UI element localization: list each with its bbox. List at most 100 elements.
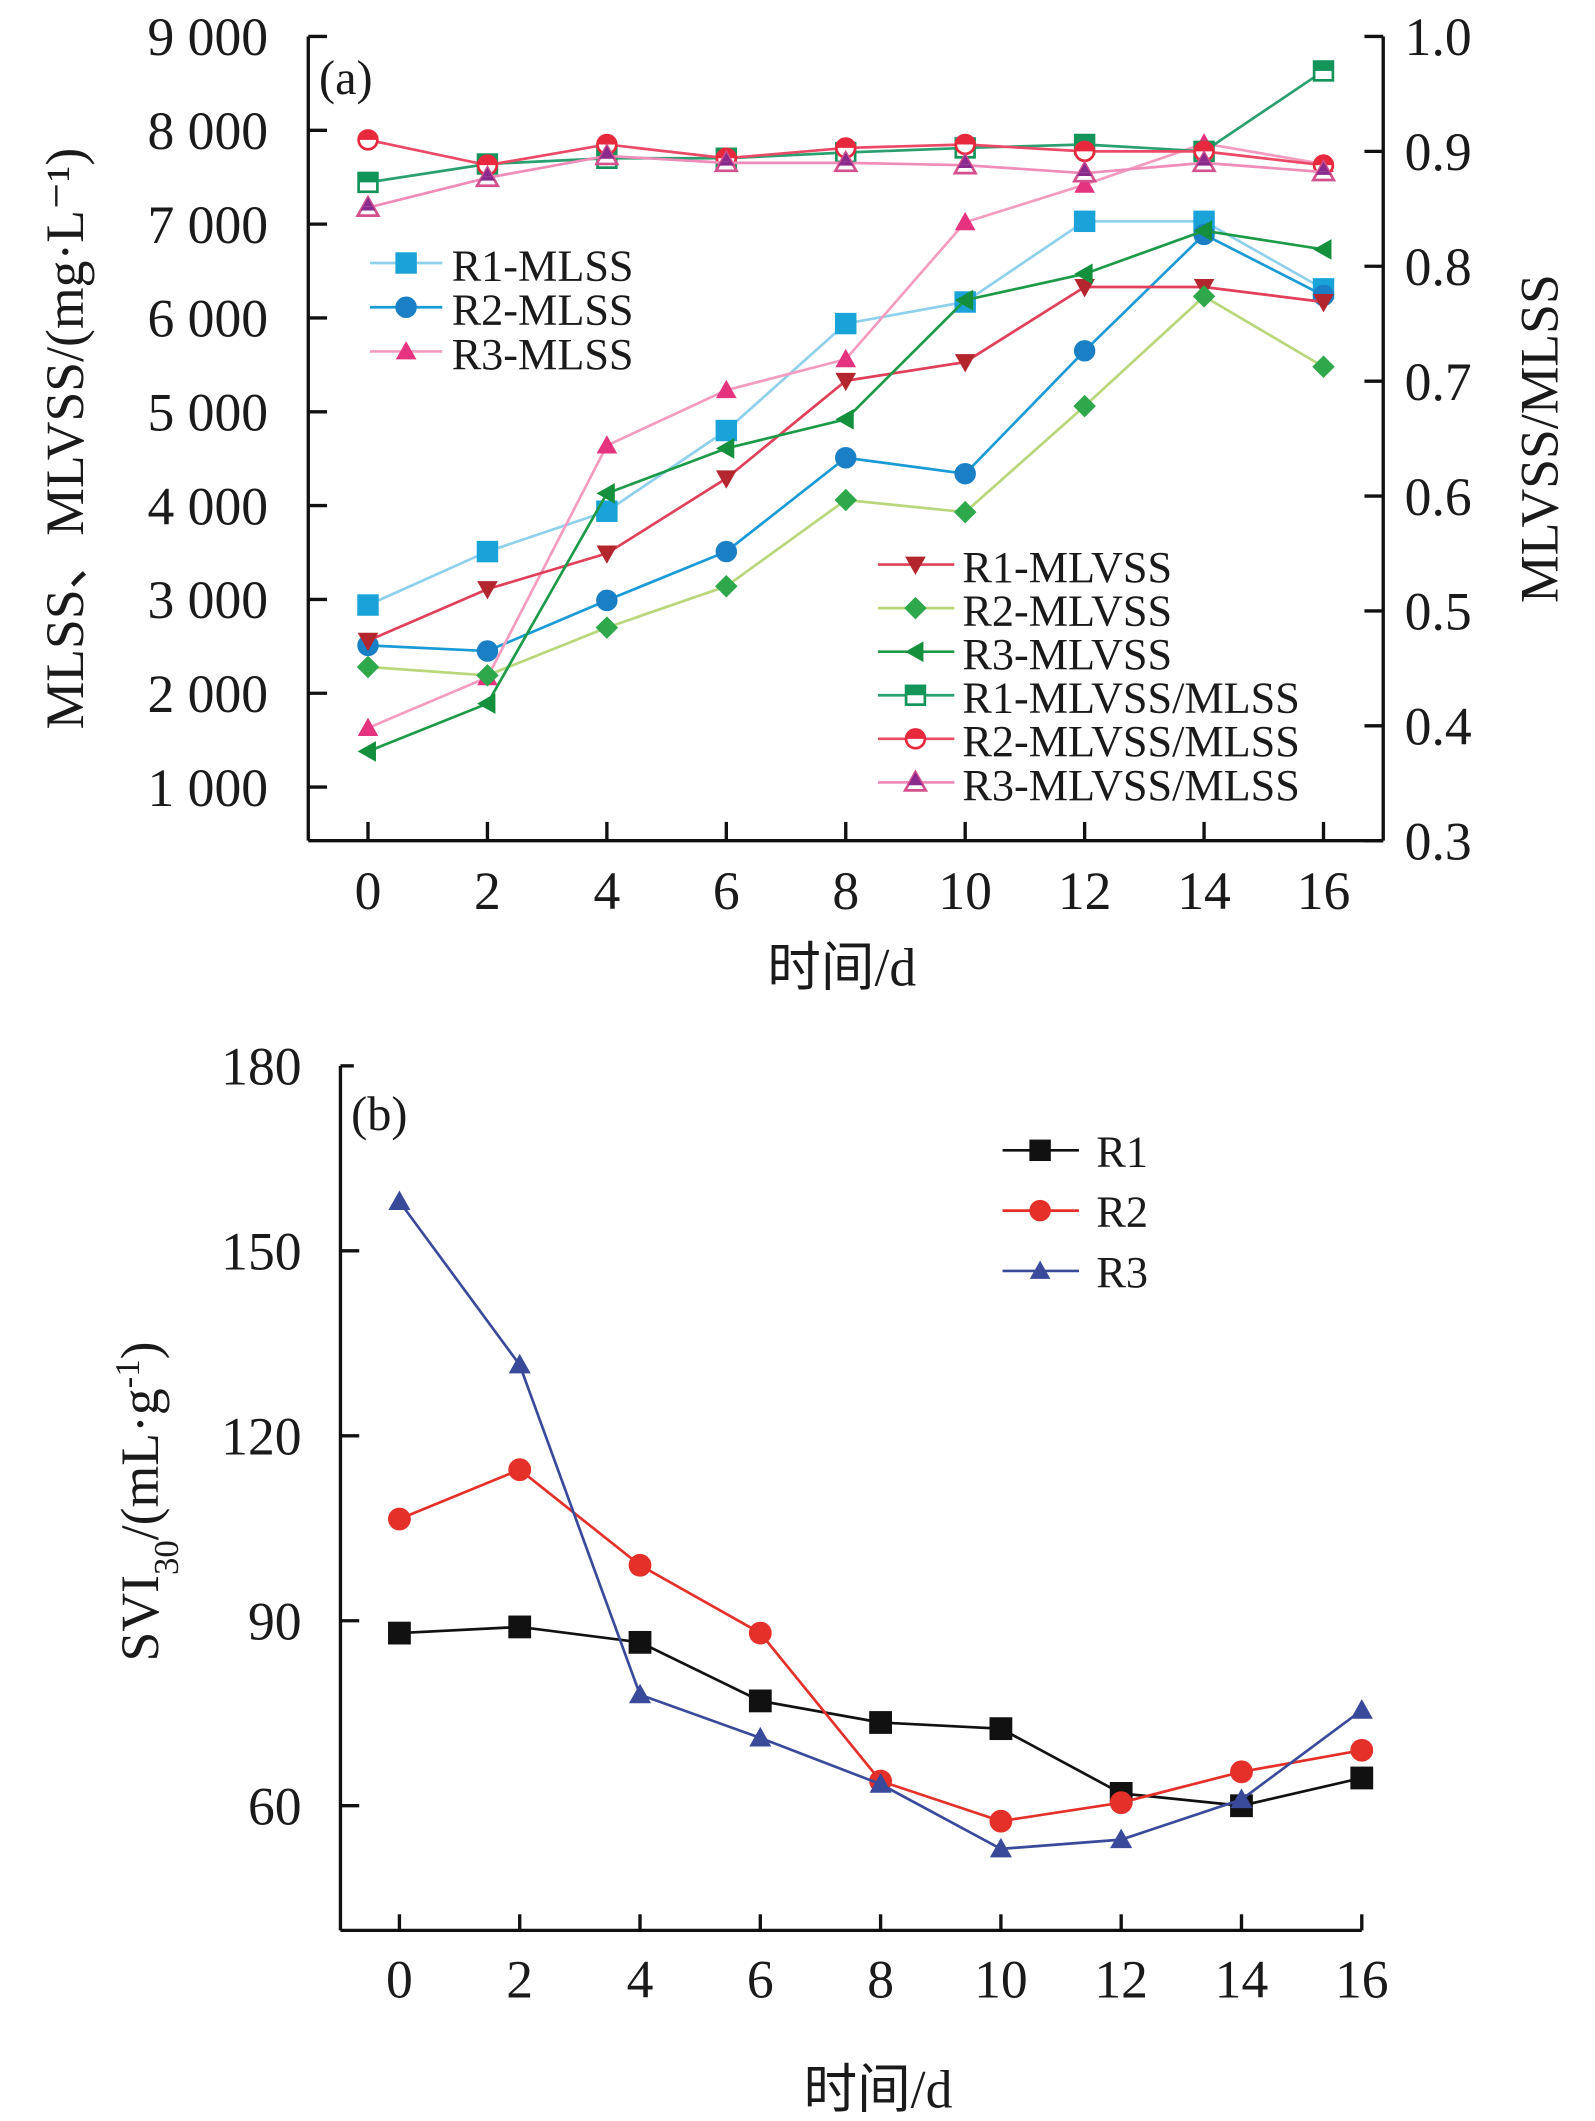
legend-item-r1-mlvss-mlss: R1-MLVSS/MLSS [877, 674, 1300, 723]
data-point-r2-mlvss-mlss-fill [836, 138, 856, 148]
data-point-r3-mlvss-mlss-fill [960, 154, 971, 165]
chart-a-y2-tick-label: 0.6 [1405, 467, 1472, 527]
chart-a-y2-tick-label: 0.9 [1405, 122, 1472, 182]
legend-label: R1-MLVSS [962, 543, 1172, 592]
chart-a-y-tick-label: 3 000 [147, 570, 268, 630]
data-point-r3-mlvss-mlss-fill2 [479, 176, 495, 181]
data-point-r3-mlvss-mlss-fill [1198, 152, 1210, 162]
data-point-r3-mlvss-mlss-fill [601, 145, 613, 156]
series-r1-mlvss-mlss [357, 60, 1335, 194]
chart-a-panel-label: (a) [319, 52, 373, 105]
legend-marker [905, 641, 924, 663]
legend-label: R3 [1096, 1248, 1148, 1297]
data-point-r3 [1110, 1828, 1133, 1849]
data-point-r1-mlvss [357, 632, 379, 652]
legend-item-r2-mlvss: R2-MLVSS [877, 587, 1172, 636]
data-point-r3 [869, 1773, 892, 1793]
data-point-r1-mlvss [835, 372, 857, 392]
legend-item-r3-mlvss-mlss: R3-MLVSS/MLSS [877, 761, 1300, 810]
chart-b-x-tick-label: 6 [747, 1949, 774, 2009]
data-point-r1-mlvss [1074, 279, 1095, 298]
data-point-r2 [628, 1553, 652, 1577]
data-point-r3-mlvss-mlss-fill [362, 197, 374, 207]
chart-a-y-tick-label: 6 000 [147, 289, 268, 349]
data-point-r2-mlvss [834, 488, 858, 512]
data-point-r2-mlss [835, 447, 857, 469]
chart-b-y-label-close: ) [110, 1341, 170, 1359]
series-r3 [388, 1190, 1373, 1858]
data-point-r3-mlss [596, 435, 618, 454]
chart-b-legend: R1 R2 R3 [1002, 1127, 1148, 1297]
data-point-r3-mlvss [1074, 263, 1093, 285]
legend-label: R1-MLVSS/MLSS [962, 674, 1300, 723]
data-point-r3-mlvss [715, 438, 735, 459]
chart-b-y-label-rest: /(mL·g [110, 1388, 170, 1540]
legend-item-r1-mlss: R1-MLSS [369, 241, 634, 290]
chart-b-x-tick-label: 2 [506, 1949, 533, 2009]
data-point-r1-mlvss [1313, 294, 1334, 313]
data-point-r3-mlss [954, 211, 976, 231]
data-point-r2 [508, 1458, 532, 1482]
chart-a-series [355, 60, 1337, 762]
chart-b-x-axis-label: 时间/d [803, 2059, 952, 2119]
data-point-r3 [1230, 1788, 1253, 1809]
chart-b-x-tick-label: 16 [1335, 1949, 1389, 2009]
legend-item-r2-mlss: R2-MLSS [369, 286, 634, 335]
data-point-r2-mlss [596, 589, 618, 612]
data-point-r2-mlvss-mlss-fill [1194, 141, 1214, 152]
chart-b-y-label-sup: -1 [108, 1359, 147, 1388]
data-point-r1 [1350, 1766, 1374, 1790]
data-point-r2 [1230, 1760, 1253, 1784]
data-point-r2-mlvss [1073, 394, 1096, 418]
data-point-r2 [388, 1507, 411, 1531]
legend-label: R3-MLSS [452, 330, 634, 379]
chart-a-y2-axis-label: MLVSS/MLSS [1509, 274, 1569, 603]
chart-a-y-tick-label: 7 000 [147, 195, 268, 255]
data-point-r3-mlvss-mlss-fill2 [599, 155, 615, 159]
data-point-r2-mlvss [1312, 355, 1335, 379]
chart-a-x-tick-label: 8 [832, 861, 859, 921]
legend-marker [395, 341, 417, 360]
data-point-r3-mlvss-mlss-fill2 [957, 164, 973, 168]
data-point-r1 [989, 1717, 1013, 1741]
chart-a-y-tick-label: 4 000 [147, 476, 268, 536]
chart-a-y2-tick-label: 0.4 [1405, 697, 1472, 757]
data-point-r1-mlss [835, 312, 857, 335]
chart-a-y2-tick-label: 0.8 [1405, 237, 1472, 297]
legend-label: R3-MLVSS [962, 630, 1172, 679]
legend-label: R2-MLVSS/MLSS [962, 717, 1300, 766]
chart-b-y-label-main: SVI [110, 1575, 170, 1661]
legend-item-r3-mlvss: R3-MLVSS [877, 630, 1172, 679]
data-point-r1-mlss [715, 419, 738, 442]
data-point-r3-mlvss [596, 483, 615, 504]
series-r2-mlvss [356, 285, 1335, 687]
chart-a-x-tick-label: 14 [1177, 861, 1231, 921]
data-point-r1-mlss [476, 540, 499, 563]
data-point-r3-mlvss-mlss-fill [1318, 161, 1329, 172]
legend-marker [905, 556, 926, 575]
data-point-r1-mlvss-mlss-fill [1075, 135, 1095, 145]
legend-label: R3-MLVSS/MLSS [962, 761, 1300, 810]
chart-a-y-tick-label: 9 000 [147, 7, 268, 67]
chart-a-y-tick-label: 8 000 [147, 101, 268, 161]
data-point-r2-mlvss-mlss-fill [478, 155, 497, 166]
data-point-r2-mlss [476, 640, 499, 662]
legend-item-r3: R3 [1002, 1248, 1148, 1297]
chart-a-y2-tick-label: 0.3 [1405, 811, 1472, 871]
data-point-r3-mlvss-mlss-fill [721, 152, 732, 162]
legend-item-r2-mlvss-mlss: R2-MLVSS/MLSS [877, 717, 1300, 766]
data-point-r3-mlvss-mlss-fill2 [360, 206, 376, 211]
chart-a-y-tick-label: 2 000 [147, 664, 268, 724]
series-r1-mlvss [357, 279, 1334, 652]
chart-b-x-tick-label: 8 [867, 1949, 894, 2009]
chart-a-y2-tick-label: 1.0 [1405, 7, 1472, 67]
data-point-r3-mlvss [1313, 239, 1332, 260]
legend-marker [1029, 1199, 1051, 1222]
chart-a-x-tick-label: 2 [474, 861, 501, 921]
legend-label: R1-MLSS [452, 241, 634, 290]
data-point-r1 [508, 1615, 532, 1639]
data-point-r3-mlss [357, 717, 379, 736]
legend-item-r1-mlvss: R1-MLVSS [877, 543, 1172, 592]
chart-b-y-tick-label: 90 [248, 1592, 302, 1652]
